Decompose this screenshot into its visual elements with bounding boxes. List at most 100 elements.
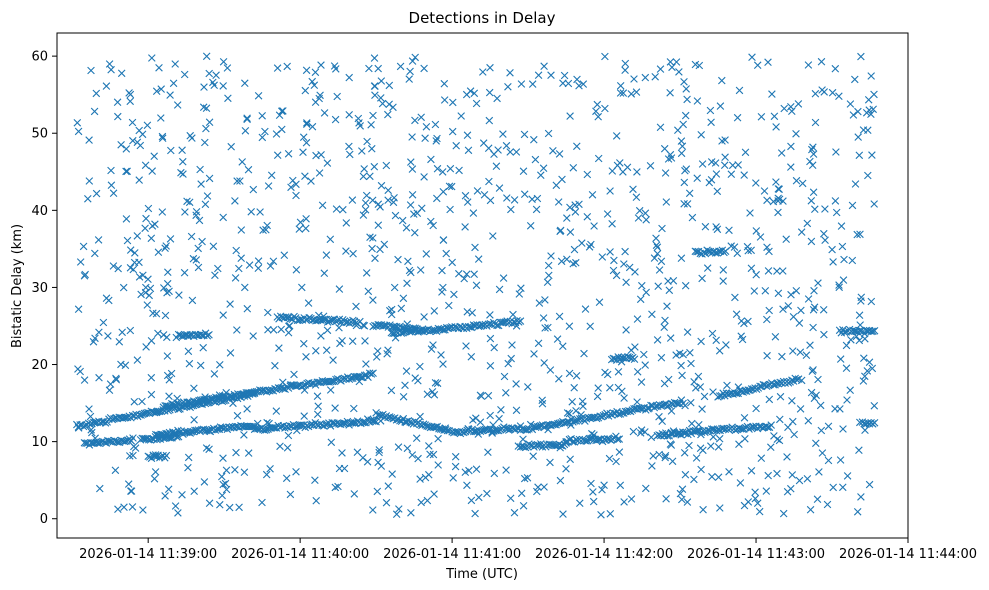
detection-point xyxy=(247,208,255,216)
detection-point xyxy=(448,258,456,267)
detection-point xyxy=(365,369,374,377)
detection-point xyxy=(553,335,562,343)
detection-point xyxy=(774,208,782,217)
detection-point xyxy=(421,134,429,142)
detection-point xyxy=(201,200,210,209)
detection-point xyxy=(292,266,301,274)
detection-point xyxy=(449,474,457,482)
detection-point xyxy=(471,243,479,252)
detection-point xyxy=(275,111,284,119)
detection-point xyxy=(594,384,602,392)
detection-point xyxy=(382,161,391,170)
detection-point xyxy=(782,235,790,243)
detection-point xyxy=(831,197,840,205)
detection-point xyxy=(94,236,103,244)
detection-point xyxy=(495,285,504,294)
detection-point xyxy=(302,316,310,324)
detection-point xyxy=(117,141,125,149)
detection-point xyxy=(423,496,432,505)
detection-point xyxy=(612,457,620,466)
detection-point xyxy=(753,499,762,507)
detection-point xyxy=(95,373,103,382)
detection-point xyxy=(598,253,607,261)
detection-point xyxy=(590,431,598,439)
detection-point xyxy=(681,111,690,120)
detection-point xyxy=(399,393,408,401)
detection-point xyxy=(575,200,583,209)
detection-point xyxy=(213,425,221,433)
detection-point xyxy=(722,341,730,349)
detection-point xyxy=(445,301,453,310)
detection-point xyxy=(803,475,812,483)
detection-point xyxy=(490,343,498,352)
detection-point xyxy=(326,235,335,244)
detection-point xyxy=(543,278,552,286)
detection-point xyxy=(559,342,567,350)
detection-point xyxy=(249,185,258,194)
detection-point xyxy=(579,402,587,410)
detection-point xyxy=(181,208,189,216)
detection-point xyxy=(788,471,797,479)
detection-point xyxy=(200,83,208,91)
detection-point xyxy=(565,409,574,418)
detection-point xyxy=(687,398,695,407)
detection-point xyxy=(163,352,172,360)
detection-point xyxy=(147,390,156,399)
detection-point xyxy=(387,386,396,395)
detection-point xyxy=(143,121,152,130)
detection-point xyxy=(243,115,251,124)
detection-point xyxy=(562,437,570,446)
detection-point xyxy=(350,490,359,498)
detection-point xyxy=(773,267,781,275)
detection-point xyxy=(808,367,817,375)
detection-point xyxy=(277,325,285,334)
detection-point xyxy=(416,266,425,274)
detection-point xyxy=(462,270,471,278)
detection-point xyxy=(610,256,618,265)
detection-point xyxy=(638,281,646,290)
detection-point xyxy=(467,353,476,361)
detection-point xyxy=(627,90,636,98)
detection-point xyxy=(299,381,308,390)
detection-point xyxy=(578,239,586,247)
detection-point xyxy=(499,274,508,282)
detection-point xyxy=(266,387,274,395)
detection-point xyxy=(573,75,581,84)
detection-point xyxy=(384,110,392,119)
detection-point xyxy=(233,177,241,185)
detection-point xyxy=(714,443,723,451)
detection-point xyxy=(368,144,376,153)
detection-point xyxy=(665,286,674,295)
detection-point xyxy=(566,455,574,464)
detection-point xyxy=(90,107,99,116)
detection-point xyxy=(870,200,878,208)
detection-point xyxy=(842,341,851,350)
detection-point xyxy=(164,268,172,276)
detection-point xyxy=(820,229,828,238)
detection-point xyxy=(370,162,379,171)
detection-point xyxy=(556,443,564,452)
detection-point xyxy=(202,444,211,452)
detection-point xyxy=(463,308,472,316)
detection-point xyxy=(809,323,817,332)
detection-point xyxy=(449,98,457,107)
detection-point xyxy=(439,360,447,368)
detection-point xyxy=(868,151,876,159)
detection-point xyxy=(585,243,594,251)
detection-point xyxy=(779,305,787,313)
detection-point xyxy=(520,130,529,139)
detection-point xyxy=(377,462,386,470)
detection-point xyxy=(335,285,344,293)
detection-point xyxy=(712,223,720,231)
detection-point xyxy=(427,217,435,226)
detection-point xyxy=(853,230,861,239)
detection-point xyxy=(311,98,320,106)
detection-point xyxy=(774,197,782,205)
detection-point xyxy=(683,200,692,208)
detection-point xyxy=(218,491,226,500)
detection-point xyxy=(675,68,683,76)
detection-point xyxy=(201,138,209,147)
detection-point xyxy=(655,412,663,421)
detection-point xyxy=(824,456,833,465)
